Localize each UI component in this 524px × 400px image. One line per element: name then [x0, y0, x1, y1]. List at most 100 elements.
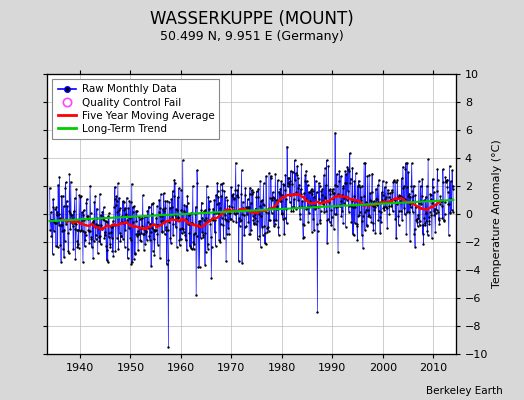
Point	[156, 212, 165, 219]
Point	[198, 214, 206, 221]
Point	[139, 231, 148, 237]
Point	[434, 217, 443, 223]
Point	[405, 190, 413, 197]
Point	[326, 206, 335, 213]
Point	[303, 178, 311, 185]
Point	[416, 222, 424, 228]
Point	[299, 235, 307, 242]
Point	[176, 242, 184, 248]
Point	[196, 234, 205, 241]
Point	[46, 185, 54, 191]
Point	[122, 212, 130, 219]
Point	[335, 177, 343, 184]
Point	[147, 228, 155, 235]
Point	[81, 229, 89, 235]
Point	[409, 193, 417, 200]
Point	[62, 220, 70, 227]
Point	[343, 197, 351, 203]
Point	[202, 249, 210, 256]
Point	[100, 204, 108, 210]
Point	[316, 217, 324, 223]
Point	[57, 222, 65, 228]
Point	[245, 203, 253, 210]
Point	[252, 220, 260, 227]
Point	[129, 255, 138, 262]
Point	[212, 210, 221, 216]
Point	[442, 177, 451, 184]
Point	[85, 240, 93, 246]
Point	[336, 202, 344, 208]
Point	[61, 179, 70, 186]
Point	[136, 237, 145, 244]
Point	[115, 195, 123, 201]
Point	[328, 214, 336, 220]
Point	[238, 260, 246, 266]
Point	[141, 228, 150, 234]
Point	[127, 181, 136, 187]
Point	[61, 237, 69, 244]
Point	[271, 196, 280, 203]
Point	[225, 231, 233, 238]
Point	[236, 206, 244, 212]
Point	[249, 189, 257, 195]
Point	[443, 177, 451, 183]
Point	[74, 244, 83, 251]
Point	[96, 232, 104, 239]
Point	[387, 196, 395, 203]
Point	[192, 204, 200, 210]
Point	[414, 211, 422, 218]
Point	[447, 207, 456, 214]
Point	[79, 212, 88, 218]
Point	[110, 221, 118, 228]
Point	[201, 262, 209, 268]
Point	[183, 247, 191, 254]
Point	[303, 182, 312, 188]
Point	[417, 198, 425, 204]
Point	[334, 249, 342, 255]
Point	[228, 192, 236, 199]
Point	[190, 246, 198, 252]
Point	[367, 219, 376, 226]
Point	[154, 222, 162, 228]
Point	[159, 206, 167, 212]
Point	[152, 214, 160, 221]
Point	[118, 198, 127, 205]
Point	[365, 171, 374, 178]
Point	[398, 194, 407, 201]
Point	[183, 200, 192, 207]
Point	[297, 186, 305, 193]
Point	[412, 219, 421, 225]
Point	[302, 168, 310, 174]
Point	[322, 182, 330, 189]
Point	[448, 167, 456, 174]
Point	[66, 226, 74, 232]
Point	[362, 198, 370, 205]
Point	[209, 215, 217, 222]
Point	[100, 217, 108, 224]
Point	[400, 211, 409, 217]
Point	[48, 251, 57, 257]
Point	[300, 190, 308, 196]
Point	[73, 244, 82, 250]
Point	[318, 186, 326, 192]
Point	[46, 217, 54, 223]
Point	[99, 216, 107, 222]
Point	[440, 218, 448, 224]
Point	[68, 220, 77, 226]
Point	[197, 207, 205, 213]
Point	[114, 246, 123, 252]
Point	[362, 207, 370, 213]
Point	[309, 188, 317, 194]
Point	[230, 195, 238, 202]
Point	[239, 205, 247, 211]
Point	[220, 235, 228, 242]
Point	[383, 225, 391, 231]
Point	[140, 247, 148, 253]
Point	[291, 170, 300, 176]
Point	[286, 199, 294, 206]
Point	[220, 207, 228, 214]
Point	[276, 186, 285, 192]
Point	[382, 179, 390, 186]
Point	[348, 198, 356, 204]
Point	[178, 230, 186, 236]
